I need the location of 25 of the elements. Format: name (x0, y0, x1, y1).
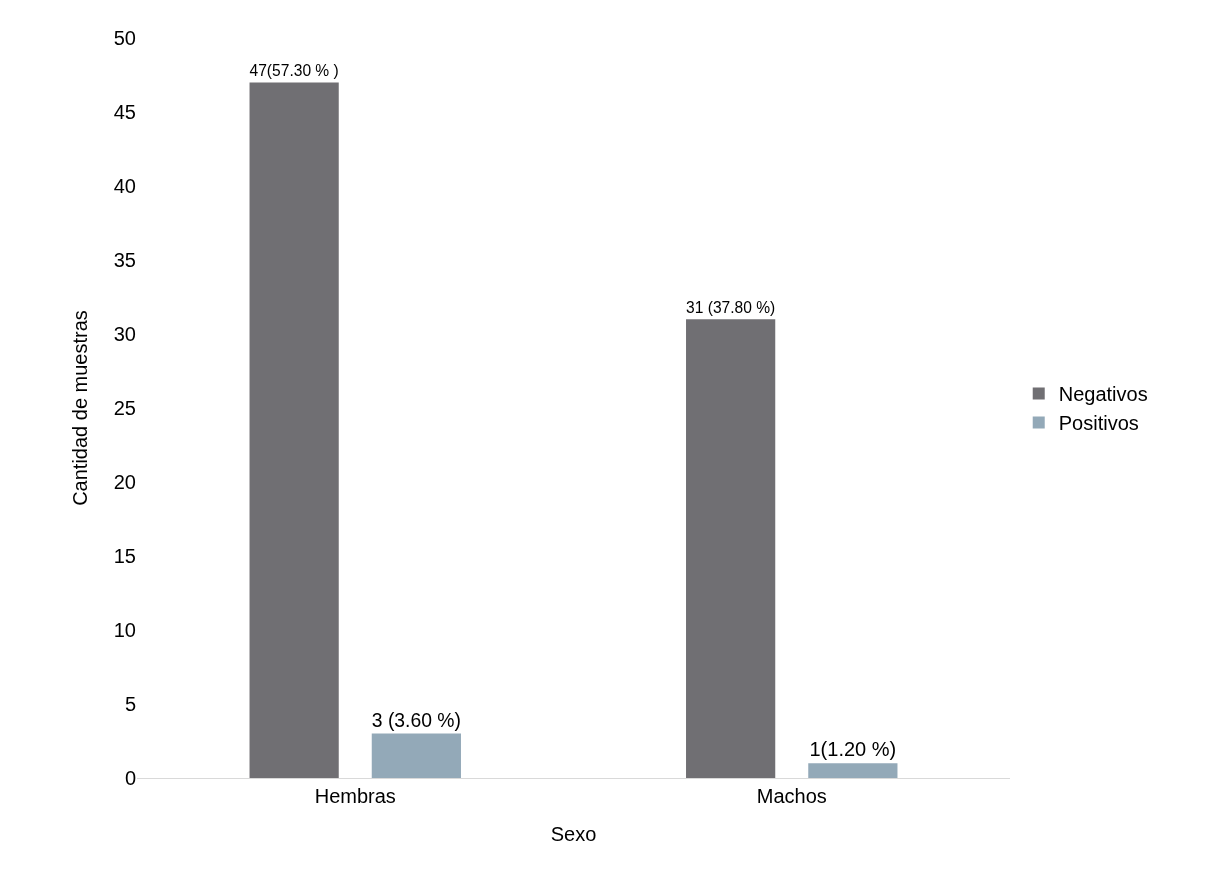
y-tick-label: 10 (113, 619, 136, 641)
y-tick-label: 30 (113, 323, 136, 345)
y-tick-label: 20 (113, 471, 136, 493)
y-tick-label: 45 (113, 101, 136, 123)
bar (686, 319, 776, 778)
data-label: 3 (3.60 %) (371, 709, 461, 731)
y-tick-label: 35 (113, 249, 136, 271)
bar (249, 82, 339, 778)
legend-label: Negativos (1058, 383, 1148, 406)
data-label: 31 (37.80 %) (686, 299, 776, 317)
data-label: 47(57.30 % ) (249, 62, 339, 80)
x-tick-label: Machos (756, 785, 827, 807)
y-tick-label: 0 (124, 767, 136, 789)
x-tick-label: Hembras (314, 785, 396, 807)
y-axis-title: Cantidad de muestras (69, 310, 92, 506)
y-tick-label: 25 (113, 397, 136, 419)
bar (371, 733, 461, 778)
y-tick-label: 5 (124, 693, 136, 715)
legend-label: Positivos (1058, 412, 1139, 435)
y-tick-label: 40 (113, 175, 136, 197)
x-axis-title: Sexo (550, 822, 597, 845)
data-label: 1(1.20 %) (809, 738, 897, 761)
bar (808, 763, 898, 778)
y-tick-label: 15 (113, 545, 136, 567)
y-tick-label: 50 (113, 27, 136, 49)
